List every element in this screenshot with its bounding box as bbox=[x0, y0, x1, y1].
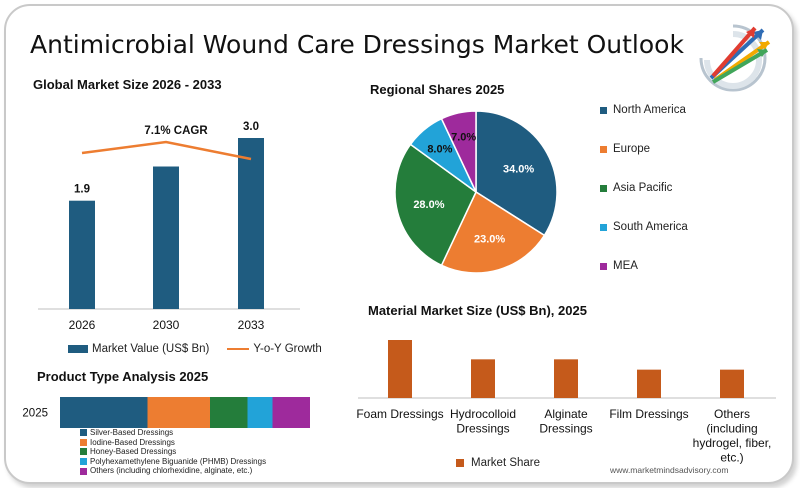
legend-swatch bbox=[80, 429, 87, 437]
legend-item-honey: Honey-Based Dressings bbox=[80, 447, 266, 457]
legend-item-iodine: Iodine-Based Dressings bbox=[80, 438, 266, 448]
stacked-segment-3 bbox=[210, 397, 248, 428]
x-tick-2033: 2033 bbox=[238, 318, 265, 332]
regional-pie-chart: 34.0% 23.0% 28.0% 8.0%7.0% bbox=[394, 110, 558, 274]
pie-label-south-america: 8.0% bbox=[427, 143, 452, 155]
legend-label: Others (including chlorhexidine, alginat… bbox=[90, 466, 253, 476]
cagr-annotation: 7.1% CAGR bbox=[144, 125, 208, 137]
legend-label: Silver-Based Dressings bbox=[90, 428, 174, 437]
stacked-segment-2 bbox=[147, 397, 210, 428]
legend-label: North America bbox=[613, 104, 686, 116]
material-market-chart: Foam Dressings HydrocolloidDressingsAlgin… bbox=[356, 340, 776, 465]
regional-shares-title: Regional Shares 2025 bbox=[370, 82, 505, 97]
legend-item-europe: Europe bbox=[600, 143, 650, 155]
x-tick-label: (including bbox=[706, 422, 757, 436]
pie-slice-asia-pacific bbox=[394, 143, 477, 267]
legend-label: Honey-Based Dressings bbox=[90, 447, 177, 457]
legend-label: Polyhexamethylene Biguanide (PHMB) Dress… bbox=[90, 456, 267, 466]
x-tick-label: hydrogel, fiber, bbox=[693, 436, 772, 450]
legend-swatch bbox=[80, 458, 87, 466]
legend-market-value: Market Value (US$ Bn) bbox=[92, 343, 210, 355]
page-title: Antimicrobial Wound Care Dressings Marke… bbox=[30, 30, 684, 59]
legend-swatch bbox=[600, 145, 607, 153]
y-tick-2025: 2025 bbox=[22, 408, 48, 420]
bar-alginate bbox=[554, 359, 578, 398]
product-type-title: Product Type Analysis 2025 bbox=[37, 369, 209, 384]
legend-swatch bbox=[600, 223, 607, 231]
legend-item-phmb: Polyhexamethylene Biguanide (PHMB) Dress… bbox=[80, 457, 266, 467]
x-tick-2026: 2026 bbox=[69, 318, 96, 332]
data-label-2026: 1.9 bbox=[74, 184, 90, 196]
bar-others bbox=[720, 369, 744, 398]
bar-2030 bbox=[153, 166, 179, 309]
material-market-title: Material Market Size (US$ Bn), 2025 bbox=[368, 303, 587, 318]
legend-item-south-america: South America bbox=[600, 221, 688, 233]
x-tick-label: Alginate bbox=[544, 407, 588, 421]
legend-label: South America bbox=[613, 221, 688, 233]
global-market-chart: 1.9 2026 2030 3.0 2033 7.1% CAGR bbox=[38, 121, 300, 332]
x-tick-label: Others bbox=[714, 407, 750, 421]
material-legend: Market Share bbox=[456, 457, 540, 469]
stacked-segment-1 bbox=[60, 397, 148, 428]
pie-label-europe: 23.0% bbox=[474, 234, 505, 246]
legend-swatch bbox=[600, 184, 607, 192]
x-tick-label: Foam Dressings bbox=[356, 407, 443, 421]
legend-market-share: Market Share bbox=[471, 457, 541, 469]
footer-url: www.marketmindsadvisory.com bbox=[610, 465, 729, 475]
product-type-legend: Silver-Based Dressings Iodine-Based Dres… bbox=[80, 428, 266, 476]
legend-item-north-america: North America bbox=[600, 104, 686, 116]
legend-swatch-market-value bbox=[68, 345, 88, 353]
legend-item-asia-pacific: Asia Pacific bbox=[600, 182, 672, 194]
stacked-segment-4 bbox=[247, 397, 273, 428]
brand-logo bbox=[699, 24, 771, 92]
bar-2033 bbox=[238, 138, 264, 309]
stacked-segment-5 bbox=[272, 397, 310, 428]
legend-swatch bbox=[600, 106, 607, 114]
data-label-2033: 3.0 bbox=[243, 121, 259, 133]
pie-slice-mea bbox=[440, 110, 477, 193]
legend-swatch-market-share bbox=[456, 459, 464, 467]
legend-label: Europe bbox=[613, 143, 651, 155]
legend-swatch bbox=[80, 467, 87, 475]
legend-item-mea: MEA bbox=[600, 260, 638, 272]
legend-swatch bbox=[600, 262, 607, 270]
bar-foam-dressings bbox=[388, 340, 412, 398]
x-tick-label: Dressings bbox=[539, 422, 592, 436]
x-tick-label: Hydrocolloid bbox=[450, 407, 516, 421]
legend-swatch-yoy bbox=[227, 348, 250, 350]
x-tick-label: etc.) bbox=[720, 451, 743, 465]
global-market-legend: Market Value (US$ Bn) Y-o-Y Growth bbox=[68, 343, 322, 355]
yoy-growth-line bbox=[81, 140, 252, 161]
legend-swatch bbox=[80, 448, 87, 456]
legend-label: Asia Pacific bbox=[613, 182, 673, 194]
x-tick-label: Film Dressings bbox=[609, 407, 688, 421]
legend-label: MEA bbox=[613, 260, 638, 272]
bar-hydrocolloid bbox=[471, 359, 495, 398]
bar-2026 bbox=[69, 200, 95, 309]
pie-label-mea: 7.0% bbox=[451, 132, 476, 144]
legend-item-others: Others (including chlorhexidine, alginat… bbox=[80, 466, 266, 476]
x-tick-label: Dressings bbox=[456, 422, 509, 436]
pie-label-asia-pacific: 28.0% bbox=[413, 199, 444, 211]
legend-swatch bbox=[80, 438, 87, 446]
legend-item-silver: Silver-Based Dressings bbox=[80, 428, 266, 438]
global-market-title: Global Market Size 2026 - 2033 bbox=[33, 77, 222, 92]
product-type-chart: 2025 bbox=[22, 397, 310, 428]
legend-label: Iodine-Based Dressings bbox=[90, 437, 175, 447]
bar-film-dressings bbox=[637, 369, 661, 398]
x-tick-2030: 2030 bbox=[153, 318, 180, 332]
pie-label-north-america: 34.0% bbox=[503, 164, 534, 176]
legend-yoy-growth: Y-o-Y Growth bbox=[253, 343, 322, 355]
